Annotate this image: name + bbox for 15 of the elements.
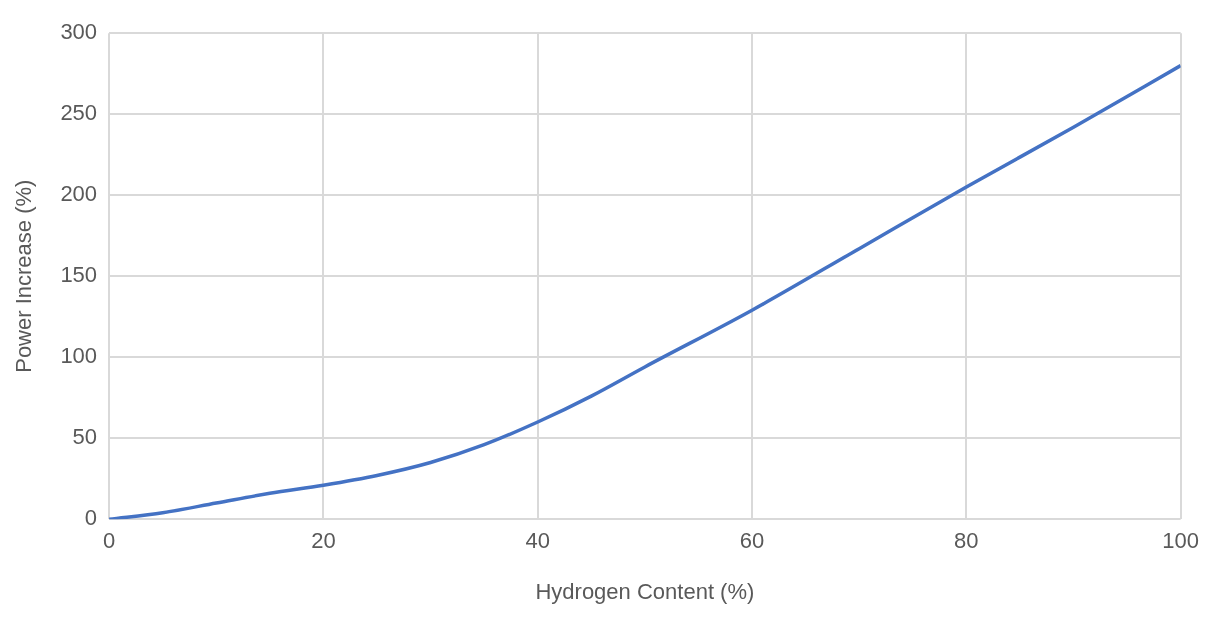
x-tick-label: 60 bbox=[739, 528, 765, 554]
x-tick-label: 100 bbox=[1162, 528, 1200, 554]
y-axis-title: Power Increase (%) bbox=[11, 179, 37, 373]
y-tick-label: 100 bbox=[60, 343, 98, 369]
x-tick-label: 0 bbox=[102, 528, 116, 554]
y-tick-label: 0 bbox=[84, 505, 98, 531]
x-tick-label: 20 bbox=[311, 528, 336, 554]
y-tick-label: 200 bbox=[60, 181, 98, 207]
y-tick-label: 50 bbox=[72, 424, 98, 450]
x-tick-label: 80 bbox=[954, 528, 979, 554]
x-axis-title: Hydrogen Content (%) bbox=[535, 578, 755, 604]
y-tick-label: 150 bbox=[60, 262, 98, 288]
y-tick-label: 300 bbox=[60, 19, 98, 45]
y-tick-label: 250 bbox=[60, 100, 98, 126]
x-tick-label: 40 bbox=[525, 528, 550, 554]
